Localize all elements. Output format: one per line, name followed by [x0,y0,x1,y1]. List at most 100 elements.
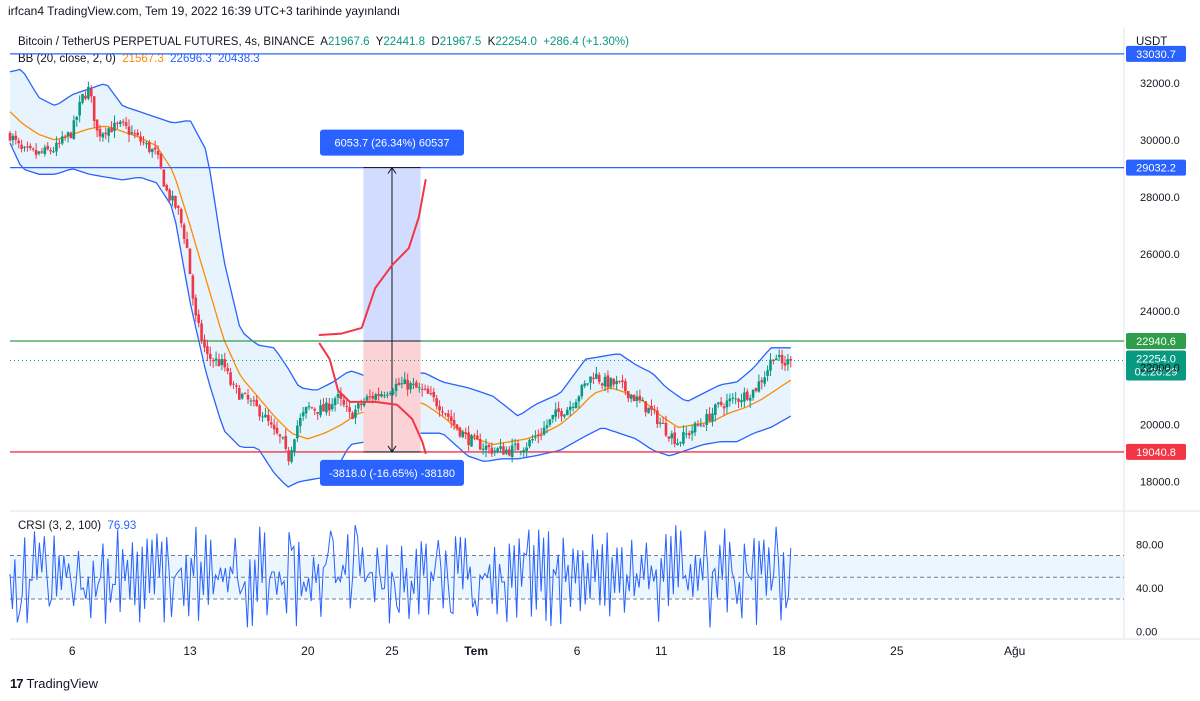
candle-body [777,355,781,358]
candle-body [23,146,26,148]
candle-body [438,406,441,411]
candle-body [731,397,735,399]
candle-body [148,142,151,152]
candle-body [635,396,639,401]
candle-body [531,439,534,441]
candle-body [182,224,186,240]
candle-body [423,388,427,390]
candle-body [165,185,169,191]
candle-body [316,412,319,414]
candle-body [150,148,154,153]
candle-body [8,132,12,141]
short-measure-label: -3818.0 (-16.65%) -38180 [329,468,455,480]
candle-body [258,405,261,417]
candle-body [293,439,296,452]
time-tick-label: 25 [385,644,399,658]
candle-body [113,122,116,131]
symbol-title: Bitcoin / TetherUS PERPETUAL FUTURES, 4s… [18,36,315,48]
candle-body [600,383,604,386]
candle-body [554,409,557,417]
candle-body [772,359,775,361]
candle-body [519,451,523,453]
candle-body [560,411,563,417]
candle-body [252,400,256,402]
candle-body [243,393,247,395]
candle-body [95,119,99,131]
candle-body [722,406,726,409]
candle-body [162,169,166,187]
last-price-label: 22254.0 [1136,354,1176,366]
candle-body [568,406,572,411]
crsi-value: 76.93 [107,520,137,532]
candle-body [589,376,592,383]
candle-body [693,423,697,433]
candle-body [490,447,494,454]
candle-body [478,439,482,450]
price-level-label: 29032.2 [1136,163,1176,175]
candle-body [124,122,128,126]
candle-body [467,432,470,446]
candle-body [298,418,302,427]
candle-body [458,427,462,437]
candle-body [69,132,73,138]
candle-body [278,434,282,437]
low-value: 21967.5 [439,36,482,48]
candle-body [313,408,317,411]
short-measure-label-box [319,459,464,486]
candle-body [716,402,720,404]
price-level-label: 19040.8 [1136,447,1176,459]
candle-body [391,391,395,395]
currency-label: USDT [1136,36,1168,48]
candle-body [420,388,424,390]
candle-body [354,409,357,418]
bb-basis-value: 21567.3 [122,53,164,65]
scenario-drawing [318,179,427,336]
candle-body [46,145,50,150]
candle-body [743,392,746,402]
candle-body [220,359,224,365]
bb-lower-value: 20438.3 [218,53,260,65]
candle-body [383,395,386,397]
candle-body [63,137,67,139]
candle-body [208,353,212,359]
candle-body [644,401,647,413]
candle-body [333,398,337,406]
time-tick-label: 11 [655,644,668,658]
candle-body [171,195,174,201]
candle-body [127,126,131,135]
candle-body [362,401,366,406]
candle-body [412,383,415,385]
candle-body [557,408,560,412]
candle-body [606,375,610,388]
candle-body [415,382,418,388]
candle-body [615,380,618,385]
candle-body [368,396,372,398]
candle-body [377,393,380,397]
candle-body [481,448,485,450]
candle-body [603,376,607,387]
bb-label: BB (20, close, 2, 0) [18,53,116,65]
candle-body [84,95,87,99]
candle-body [728,398,732,402]
candle-body [473,435,476,437]
candle-body [745,391,749,400]
candle-body [708,413,711,422]
candle-body [374,394,378,400]
candle-body [702,425,706,427]
candle-body [699,424,703,426]
candle-body [536,434,540,437]
candle-body [345,405,349,408]
candle-body [769,359,772,371]
candle-body [417,387,421,389]
candle-body [516,443,520,451]
candle-body [595,373,598,379]
candle-body [261,416,264,418]
candle-body [37,151,41,154]
candle-body [214,358,218,361]
brand-name: TradingView [26,676,99,691]
candle-body [618,380,621,382]
candle-body [101,133,105,138]
candle-body [357,403,360,409]
candle-body [130,132,134,134]
